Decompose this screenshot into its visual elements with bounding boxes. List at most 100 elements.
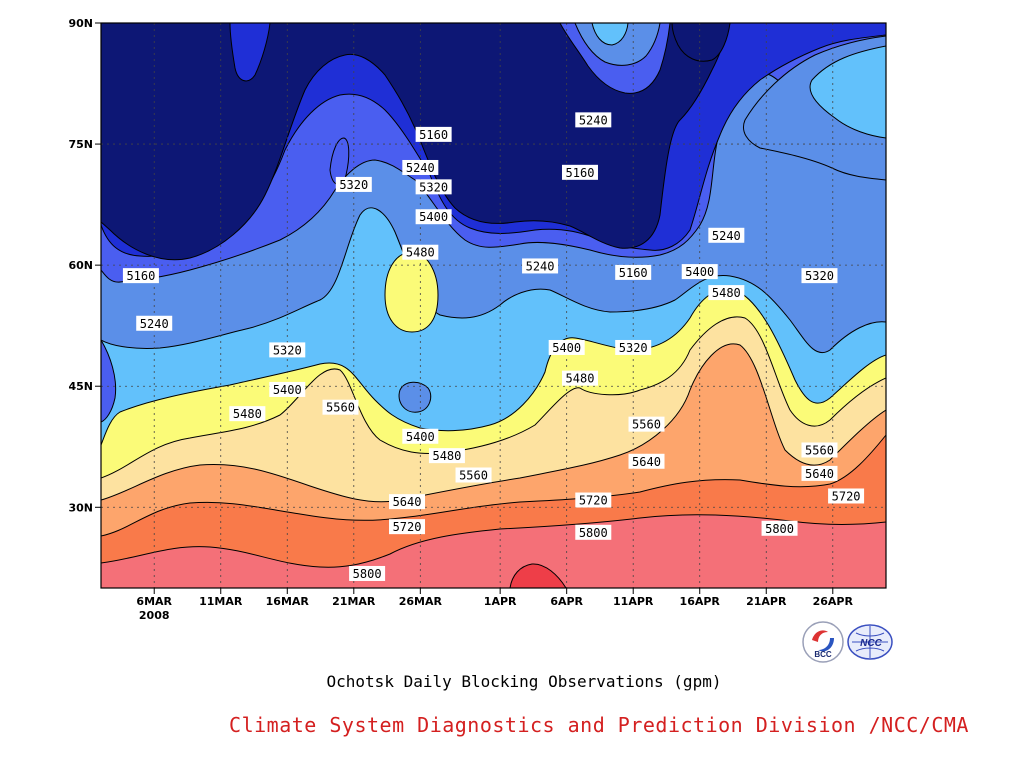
x-tick-label: 11APR	[613, 595, 654, 608]
band-5160-5240-top	[229, 23, 271, 82]
credit-line: Climate System Diagnostics and Predictio…	[229, 713, 969, 737]
contour-label-box	[575, 112, 612, 128]
contour-label-box	[575, 524, 612, 540]
contour-label: 5160	[619, 266, 648, 280]
x-tick-label: 6MAR	[136, 595, 172, 608]
contour-label: 5320	[619, 341, 648, 355]
contour-label-box	[761, 520, 798, 536]
contour-label-box	[828, 488, 865, 504]
contour-label-box	[415, 209, 452, 225]
contour-label-box	[615, 264, 652, 280]
contour-label-box	[136, 315, 173, 331]
x-axis: 6MAR 11MAR 16MAR 21MAR 26MAR 1APR 6APR 11APR 16A…	[136, 588, 853, 622]
contour-label: 5800	[579, 526, 608, 540]
contour-label: 5480	[566, 372, 595, 386]
x-tick-label: 26MAR	[399, 595, 443, 608]
contour-label: 5800	[353, 567, 382, 581]
contour-fill-layer	[101, 23, 886, 588]
bcc-logo: BCC	[802, 621, 844, 663]
contour-label-box	[801, 465, 838, 481]
contour-label: 5560	[326, 401, 355, 415]
x-tick-label: 1APR	[484, 595, 517, 608]
contour-label: 5400	[419, 210, 448, 224]
contour-label: 5800	[765, 522, 794, 536]
band-below-5160-top	[671, 23, 731, 62]
contour-label-box	[349, 565, 386, 581]
x-tick-label: 11MAR	[199, 595, 243, 608]
contour-label-box	[402, 244, 439, 260]
x-tick-label: 16MAR	[266, 595, 310, 608]
contour-label-box	[269, 342, 306, 358]
contour-label: 5560	[805, 443, 834, 457]
contour-label: 5400	[273, 383, 302, 397]
y-tick-label: 90N	[68, 17, 93, 30]
x-tick-label: 16APR	[680, 595, 721, 608]
contour-label: 5560	[632, 418, 661, 432]
contour-label-box	[389, 494, 426, 510]
x-tick-label: 26APR	[813, 595, 854, 608]
contour-label-box	[628, 416, 665, 432]
contour-label: 5480	[406, 246, 435, 260]
contour-chart: 30N 45N 60N 75N 90N 6MAR 11MAR 16MAR 21MAR 26MAR…	[68, 17, 887, 622]
band-5320-5400-blob	[398, 381, 432, 413]
contour-label-box	[681, 264, 718, 280]
plot-frame	[100, 22, 887, 589]
x-tick-label: 21MAR	[332, 595, 376, 608]
contour-label-box	[708, 285, 745, 301]
chart-caption: Ochotsk Daily Blocking Observations (gpm…	[326, 672, 722, 691]
contour-label: 5640	[805, 467, 834, 481]
contour-label-box	[389, 519, 426, 535]
band-above-5880	[509, 563, 567, 588]
ncc-logo: NCC	[847, 624, 893, 660]
x-tick-label: 6APR	[550, 595, 583, 608]
y-tick-label: 60N	[68, 259, 93, 272]
contour-label-box	[615, 339, 652, 355]
contour-label: 5320	[419, 180, 448, 194]
contour-label: 5320	[339, 178, 368, 192]
contour-label-box	[415, 179, 452, 195]
contour-label: 5320	[805, 269, 834, 283]
band-5400-5480-top	[591, 23, 629, 46]
contour-label: 5480	[712, 286, 741, 300]
contour-label-box	[428, 448, 465, 464]
band-5480-5560-blob	[384, 251, 439, 333]
contour-label-box	[335, 176, 372, 192]
grid-lines	[101, 23, 886, 588]
contour-label-box	[628, 453, 665, 469]
contour-label: 5480	[432, 449, 461, 463]
bcc-logo-text: BCC	[814, 650, 832, 659]
contour-label: 5560	[459, 469, 488, 483]
contour-label: 5160	[419, 128, 448, 142]
contour-label-box	[522, 258, 559, 274]
contour-label-box	[575, 492, 612, 508]
contour-label: 5720	[393, 520, 422, 534]
contour-labels: 5160 5240 5320 5320 5400 5480 5560 5160 5240 5320…	[122, 112, 865, 581]
y-tick-label: 30N	[68, 501, 93, 514]
ncc-logo-text: NCC	[860, 638, 882, 649]
contour-label-box	[455, 467, 492, 483]
contour-label: 5160	[566, 166, 595, 180]
contour-label: 5400	[406, 430, 435, 444]
contour-label-box	[801, 268, 838, 284]
contour-label: 5400	[552, 341, 581, 355]
contour-label: 5240	[140, 317, 169, 331]
band-5240-5320-west	[101, 339, 117, 423]
contour-label: 5160	[126, 269, 155, 283]
contour-label-box	[269, 381, 306, 397]
contour-label: 5240	[712, 229, 741, 243]
contour-label: 5400	[685, 265, 714, 279]
contour-label: 5720	[832, 489, 861, 503]
contour-label-box	[402, 159, 439, 175]
x-year-label: 2008	[139, 609, 170, 622]
contour-label-box	[708, 227, 745, 243]
x-tick-label: 21APR	[746, 595, 787, 608]
y-axis: 30N 45N 60N 75N 90N	[68, 17, 101, 514]
y-tick-label: 45N	[68, 380, 93, 393]
contour-label: 5720	[579, 494, 608, 508]
contour-label: 5240	[526, 259, 555, 273]
contour-label: 5240	[406, 161, 435, 175]
contour-label-box	[322, 399, 359, 415]
band-5400-5480-ne	[809, 45, 886, 139]
contour-label: 5240	[579, 113, 608, 127]
contour-label-box	[229, 406, 266, 422]
